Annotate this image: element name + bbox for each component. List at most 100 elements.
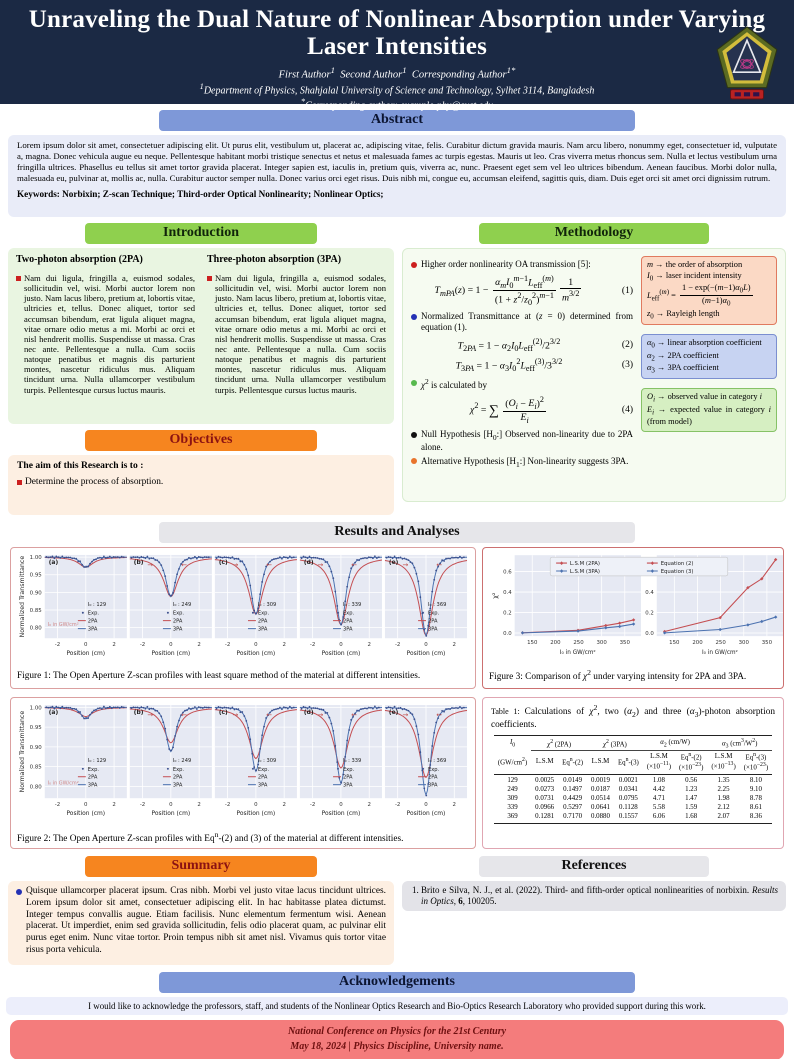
svg-text:0: 0: [84, 642, 88, 648]
svg-text:1.00: 1.00: [30, 705, 43, 711]
svg-text:(e): (e): [389, 709, 399, 716]
svg-text:0.95: 0.95: [30, 725, 42, 731]
svg-text:I₀ : 369: I₀ : 369: [428, 758, 446, 764]
abstract-text: Lorem ipsum dolor sit amet, consectetuer…: [17, 140, 777, 183]
objectives-heading: Objectives: [85, 430, 317, 451]
intro-2pa-text: Nam dui ligula, fringilla a, euismod sod…: [24, 273, 195, 395]
svg-text:2PA: 2PA: [88, 775, 98, 781]
svg-text:Exp.: Exp.: [343, 767, 355, 773]
svg-text:3PA: 3PA: [343, 627, 353, 633]
svg-text:(b): (b): [134, 559, 144, 566]
acknowledgements-box: I would like to acknowledge the professo…: [6, 997, 788, 1015]
svg-text:I₀ in GW/cm²: I₀ in GW/cm²: [48, 622, 79, 628]
svg-text:Normalized Transmittance: Normalized Transmittance: [19, 556, 26, 638]
svg-text:→: →: [403, 711, 409, 719]
svg-text:-2: -2: [310, 802, 315, 808]
svg-text:(e): (e): [389, 559, 399, 566]
svg-text:150: 150: [527, 640, 538, 646]
svg-text:I₀ in GW/cm²: I₀ in GW/cm²: [702, 649, 738, 656]
definition-note: Oi → observed value in category i Ei → ex…: [641, 388, 777, 432]
svg-text:0.90: 0.90: [30, 745, 43, 751]
svg-text:Exp.: Exp.: [428, 611, 440, 617]
svg-text:2PA: 2PA: [173, 775, 183, 781]
svg-text:150: 150: [669, 640, 680, 646]
svg-text:Position (cm): Position (cm): [322, 650, 361, 657]
svg-text:←: ←: [266, 711, 272, 719]
svg-text:0: 0: [339, 802, 343, 808]
svg-text:-2: -2: [140, 642, 145, 648]
abstract-box: Lorem ipsum dolor sit amet, consectetuer…: [8, 135, 786, 217]
svg-text:3PA: 3PA: [173, 627, 183, 633]
svg-text:0.95: 0.95: [30, 573, 42, 579]
svg-text:Position (cm): Position (cm): [151, 810, 190, 817]
svg-text:Exp.: Exp.: [428, 767, 440, 773]
svg-text:Normalized Transmittance: Normalized Transmittance: [19, 711, 26, 793]
svg-text:→: →: [318, 711, 324, 719]
svg-text:0: 0: [424, 802, 428, 808]
circle-bullet-icon: [411, 431, 417, 438]
svg-text:2PA: 2PA: [428, 775, 438, 781]
introduction-heading: Introduction: [85, 223, 317, 244]
svg-text:1.00: 1.00: [30, 555, 43, 561]
svg-text:←: ←: [351, 711, 357, 719]
circle-bullet-icon: [411, 458, 417, 465]
svg-text:3PA: 3PA: [173, 783, 183, 789]
right-column: Methodology Higher order nonlinearity OA…: [402, 223, 786, 515]
svg-text:0: 0: [339, 642, 343, 648]
references-column: References Brito e Silva, N. J., et al. …: [402, 856, 786, 965]
svg-text:0.0: 0.0: [503, 631, 512, 637]
svg-text:3PA: 3PA: [258, 627, 268, 633]
intro-3pa-column: Three-photon absorption (3PA) Nam dui li…: [207, 254, 386, 395]
svg-text:Position (cm): Position (cm): [407, 810, 446, 817]
svg-text:2: 2: [453, 642, 456, 648]
svg-text:2: 2: [112, 802, 115, 808]
methodology-bullet: Normalized Transmittance at (z = 0) dete…: [411, 311, 633, 333]
svg-text:0.90: 0.90: [30, 590, 43, 596]
svg-text:→: →: [147, 711, 153, 719]
poster-title-line1: Unraveling the Dual Nature of Nonlinear …: [28, 6, 766, 33]
table-row: 309 0.0731 0.4429 0.0514 0.0795 4.71 1.47 1.98 8…: [507, 795, 762, 803]
svg-text:2PA: 2PA: [88, 619, 98, 625]
methodology-content: Higher order nonlinearity OA transmissio…: [411, 256, 633, 494]
svg-text:Exp.: Exp.: [88, 611, 100, 617]
square-bullet-icon: [17, 480, 22, 485]
svg-text:2PA: 2PA: [173, 619, 183, 625]
square-bullet-icon: [207, 276, 212, 281]
svg-text:2PA: 2PA: [428, 619, 438, 625]
svg-text:3PA: 3PA: [258, 783, 268, 789]
introduction-box: Two-photon absorption (2PA) Nam dui ligu…: [8, 248, 394, 424]
svg-text:2PA: 2PA: [343, 775, 353, 781]
svg-text:300: 300: [739, 640, 750, 646]
conference-name: National Conference on Physics for the 2…: [287, 1026, 507, 1037]
svg-text:Position (cm): Position (cm): [407, 650, 446, 657]
svg-text:I₀ : 249: I₀ : 249: [173, 602, 191, 608]
svg-text:-2: -2: [55, 642, 60, 648]
intro-2pa-column: Two-photon absorption (2PA) Nam dui ligu…: [16, 254, 195, 395]
svg-text:Exp.: Exp.: [343, 611, 355, 617]
svg-text:0: 0: [254, 642, 258, 648]
svg-text:-2: -2: [395, 642, 400, 648]
equation-row: χ2 = ∑ (Oi − Ei)2 Ei (4): [470, 395, 633, 426]
equation-row: TmPA(z) = 1 − αmI0m−1Leff(m) (1 + z2/z02)…: [434, 273, 633, 308]
figure3-chi2-chart: χ² 0.0 0.2 0.4 0.6 150 200 250 300 350 I₀ in GW/cm…: [491, 555, 783, 656]
svg-text:L.S.M (2PA): L.S.M (2PA): [570, 561, 600, 567]
svg-text:←: ←: [181, 561, 187, 569]
svg-text:3PA: 3PA: [88, 627, 98, 633]
svg-text:I₀ in GW/cm²: I₀ in GW/cm²: [48, 780, 79, 786]
svg-text:(d): (d): [304, 709, 314, 716]
references-list: Brito e Silva, N. J., et al. (2022). Thi…: [421, 885, 778, 907]
table1-caption: Table 1: Calculations of χ2, two (α2) an…: [491, 703, 776, 730]
objectives-lead: The aim of this Research is to :: [17, 460, 144, 471]
svg-text:←: ←: [351, 561, 357, 569]
svg-text:0.2: 0.2: [503, 611, 512, 617]
abstract-section: Abstract Lorem ipsum dolor sit amet, con…: [0, 110, 794, 217]
svg-text:0: 0: [169, 802, 173, 808]
svg-text:Position (cm): Position (cm): [151, 650, 190, 657]
svg-text:-2: -2: [310, 642, 315, 648]
svg-text:2: 2: [368, 642, 371, 648]
definition-note: m → the order of absorption I0 → laser in…: [641, 256, 777, 326]
abstract-heading: Abstract: [158, 110, 636, 131]
methodology-bullet: Alternative Hypothesis [H1:] Non-lineari…: [411, 456, 633, 469]
svg-text:Position (cm): Position (cm): [66, 810, 105, 817]
svg-text:0.2: 0.2: [645, 611, 654, 617]
